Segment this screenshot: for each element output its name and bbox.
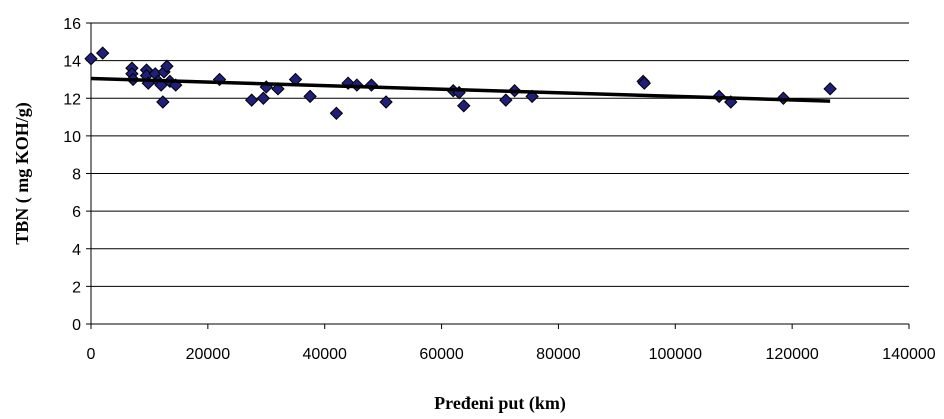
y-tick-label: 2 xyxy=(72,279,81,296)
data-point xyxy=(304,90,316,102)
y-tick-label: 0 xyxy=(72,317,81,334)
y-tick-label: 10 xyxy=(63,129,81,146)
data-point xyxy=(330,107,342,119)
x-axis-title: Pređeni put (km) xyxy=(434,393,566,414)
data-point xyxy=(500,94,512,106)
y-tick-label: 6 xyxy=(72,204,81,221)
y-tick-label: 16 xyxy=(63,16,81,33)
data-point xyxy=(257,92,269,104)
x-tick-label: 0 xyxy=(87,346,96,363)
data-point xyxy=(97,47,109,59)
x-tick-label: 60000 xyxy=(419,346,464,363)
x-axis-ticks: 0 20000 40000 60000 80000 100000 120000 140000 xyxy=(87,324,936,363)
y-tick-label: 14 xyxy=(63,54,81,71)
x-tick-label: 140000 xyxy=(882,346,935,363)
y-axis-title: TBN ( mg KOH/g) xyxy=(12,102,33,245)
y-gridlines xyxy=(91,23,909,286)
data-point xyxy=(824,83,836,95)
y-axis-ticks: 0 2 4 6 8 10 12 14 16 xyxy=(63,16,91,334)
x-tick-label: 40000 xyxy=(302,346,347,363)
data-point xyxy=(85,53,97,65)
y-tick-label: 12 xyxy=(63,91,81,108)
y-tick-label: 4 xyxy=(72,242,81,259)
data-point xyxy=(458,100,470,112)
y-tick-label: 8 xyxy=(72,167,81,184)
x-tick-label: 100000 xyxy=(649,346,702,363)
data-point xyxy=(365,79,377,91)
x-tick-label: 20000 xyxy=(186,346,231,363)
x-tick-label: 80000 xyxy=(536,346,581,363)
x-tick-label: 120000 xyxy=(765,346,818,363)
data-point xyxy=(246,94,258,106)
